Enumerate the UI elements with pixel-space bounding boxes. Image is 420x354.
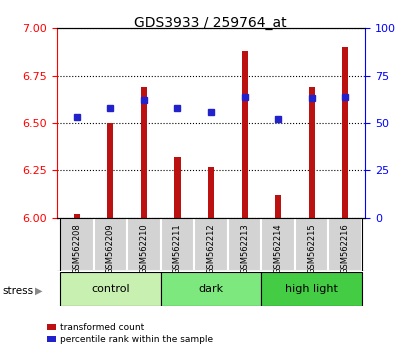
Bar	[295, 218, 328, 271]
Text: GSM562211: GSM562211	[173, 224, 182, 274]
Bar	[275, 195, 281, 218]
Text: GSM562212: GSM562212	[207, 224, 215, 274]
Text: dark: dark	[199, 284, 223, 294]
Bar	[261, 272, 362, 306]
Bar	[208, 167, 214, 218]
Text: GSM562210: GSM562210	[139, 224, 148, 274]
Bar	[342, 47, 348, 218]
Text: GSM562208: GSM562208	[72, 224, 81, 274]
Text: GSM562214: GSM562214	[274, 224, 283, 274]
Bar	[261, 218, 295, 271]
Text: high light: high light	[285, 284, 338, 294]
Text: GSM562215: GSM562215	[307, 224, 316, 274]
Text: ▶: ▶	[35, 286, 42, 296]
Bar	[108, 123, 113, 218]
Bar	[194, 218, 228, 271]
Bar	[174, 157, 181, 218]
Text: stress: stress	[2, 286, 33, 296]
Text: control: control	[91, 284, 130, 294]
Bar	[127, 218, 161, 271]
Bar	[60, 272, 161, 306]
Text: GSM562213: GSM562213	[240, 224, 249, 274]
Bar	[161, 272, 261, 306]
Bar	[141, 87, 147, 218]
Legend: transformed count, percentile rank within the sample: transformed count, percentile rank withi…	[47, 323, 213, 344]
Bar	[309, 87, 315, 218]
Text: GSM562216: GSM562216	[341, 224, 350, 274]
Text: GSM562209: GSM562209	[106, 224, 115, 274]
Bar	[328, 218, 362, 271]
Bar	[94, 218, 127, 271]
Bar	[228, 218, 261, 271]
Bar	[161, 218, 194, 271]
Text: GDS3933 / 259764_at: GDS3933 / 259764_at	[134, 16, 286, 30]
Bar	[74, 214, 80, 218]
Bar	[60, 218, 94, 271]
Bar	[241, 51, 248, 218]
